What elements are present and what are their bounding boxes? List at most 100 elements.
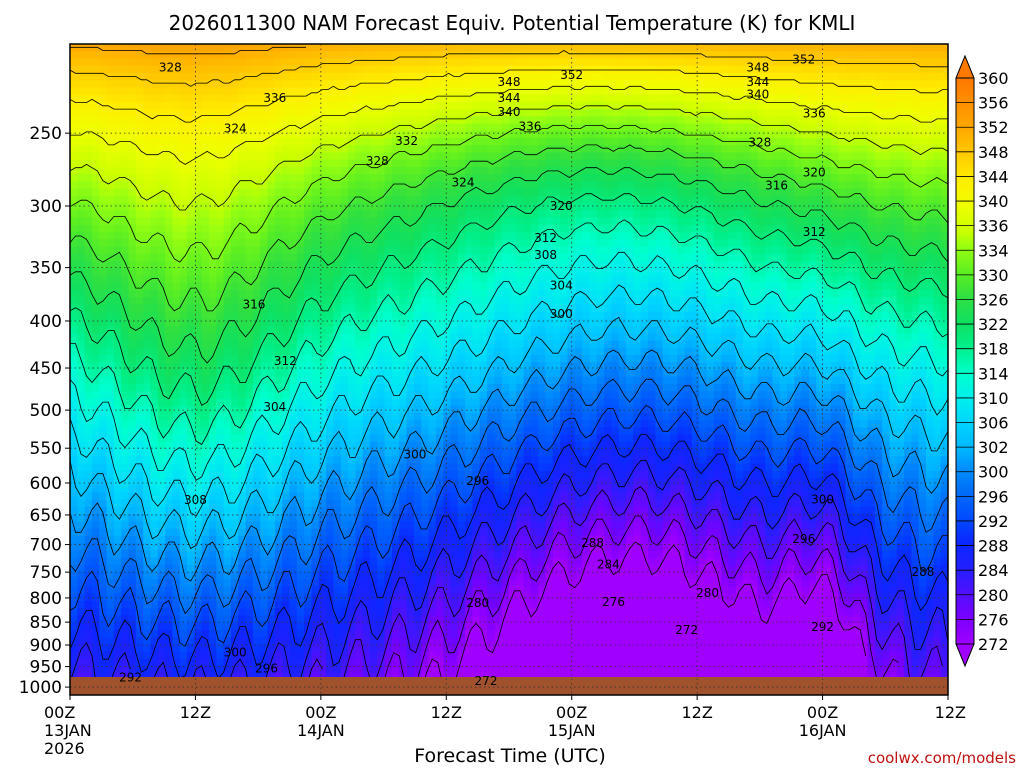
field-cell <box>252 239 261 248</box>
field-cell <box>399 87 408 96</box>
field-cell <box>465 557 474 566</box>
field-cell <box>413 253 422 262</box>
field-cell <box>348 65 356 74</box>
field-cell <box>187 586 195 595</box>
field-cell <box>399 333 408 342</box>
field-cell <box>157 644 166 653</box>
field-cell <box>406 651 415 660</box>
field-cell <box>252 311 261 320</box>
field-cell <box>230 116 239 125</box>
field-cell <box>457 311 466 320</box>
field-cell <box>187 557 195 566</box>
field-cell <box>340 174 349 183</box>
field-cell <box>223 615 232 624</box>
field-cell <box>421 572 430 580</box>
field-cell <box>304 174 313 183</box>
field-cell <box>223 253 232 262</box>
field-cell <box>296 528 305 537</box>
field-cell <box>165 499 174 508</box>
field-cell <box>172 499 181 508</box>
field-cell <box>157 268 166 277</box>
field-cell <box>282 210 291 219</box>
field-cell <box>311 72 320 81</box>
field-cell <box>296 543 305 551</box>
field-cell <box>348 550 356 559</box>
field-cell <box>187 195 195 204</box>
field-cell <box>201 376 210 385</box>
field-cell <box>340 65 349 74</box>
field-cell <box>391 651 400 660</box>
field-cell <box>296 449 305 457</box>
field-cell <box>187 65 195 74</box>
field-cell <box>128 593 137 602</box>
field-cell <box>113 203 122 211</box>
field-cell <box>70 217 78 226</box>
field-cell <box>223 369 232 378</box>
field-cell <box>450 130 459 139</box>
field-cell <box>362 441 371 450</box>
field-cell <box>201 557 210 566</box>
field-cell <box>128 224 137 233</box>
field-cell <box>326 543 334 551</box>
field-cell <box>289 449 298 457</box>
chart-title: 2026011300 NAM Forecast Equiv. Potential… <box>169 11 856 35</box>
field-cell <box>209 94 217 103</box>
field-cell <box>340 564 349 573</box>
field-cell <box>230 340 239 349</box>
field-cell <box>406 51 415 60</box>
field-cell <box>209 311 217 320</box>
field-cell <box>296 485 305 494</box>
field-cell <box>267 434 276 443</box>
field-cell <box>128 145 137 154</box>
field-cell <box>245 188 254 197</box>
field-cell <box>282 101 291 110</box>
field-cell <box>121 123 130 132</box>
field-cell <box>391 224 400 233</box>
field-cell <box>187 600 195 609</box>
field-cell <box>435 109 444 117</box>
field-cell <box>296 564 305 573</box>
field-cell <box>157 123 166 132</box>
field-cell <box>70 600 78 609</box>
field-cell <box>318 94 327 103</box>
field-cell <box>260 80 269 88</box>
field-cell <box>443 152 452 161</box>
field-cell <box>121 449 130 457</box>
field-cell <box>289 51 298 60</box>
field-cell <box>230 232 239 240</box>
field-cell <box>348 87 356 96</box>
field-cell <box>267 637 276 645</box>
field-cell <box>391 145 400 154</box>
field-cell <box>223 651 232 660</box>
field-cell <box>355 398 364 407</box>
field-cell <box>435 203 444 211</box>
field-cell <box>282 398 291 407</box>
field-cell <box>172 232 181 240</box>
field-cell <box>209 326 217 334</box>
field-cell <box>435 101 444 110</box>
field-cell <box>318 369 327 378</box>
field-cell <box>135 224 144 233</box>
field-cell <box>421 666 430 674</box>
field-cell <box>435 622 444 631</box>
field-cell <box>194 600 203 609</box>
field-cell <box>304 195 313 204</box>
field-cell <box>187 441 195 450</box>
field-cell <box>194 615 203 624</box>
field-cell <box>128 58 137 67</box>
field-cell <box>150 492 159 501</box>
field-cell <box>311 138 320 146</box>
field-cell <box>91 398 100 407</box>
field-cell <box>274 658 283 667</box>
field-cell <box>201 326 210 334</box>
field-cell <box>311 268 320 277</box>
field-cell <box>238 116 247 125</box>
field-cell <box>99 65 108 74</box>
field-cell <box>77 152 86 161</box>
field-cell <box>99 174 108 183</box>
field-cell <box>457 268 466 277</box>
field-cell <box>326 232 334 240</box>
field-cell <box>443 506 452 515</box>
field-cell <box>333 391 342 400</box>
field-cell <box>377 210 386 219</box>
